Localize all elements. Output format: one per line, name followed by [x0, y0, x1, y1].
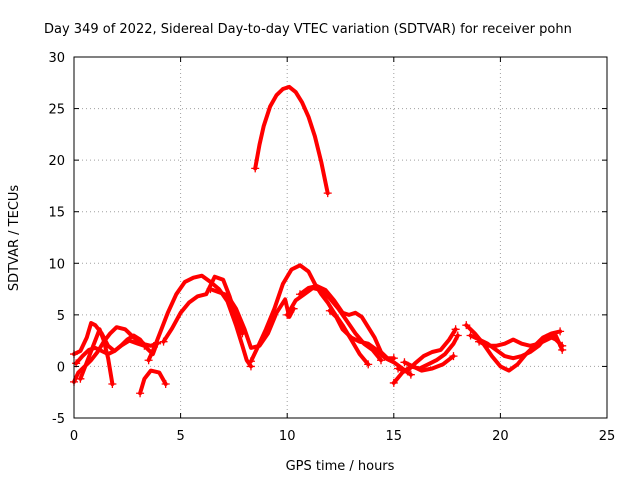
data-point-marker: [251, 164, 260, 173]
series-line: [253, 84, 330, 196]
series-line: [78, 327, 115, 386]
data-point-marker: [475, 337, 484, 346]
y-tick-label: 5: [57, 309, 65, 324]
y-tick-label: 10: [48, 257, 65, 272]
data-point-marker: [295, 290, 304, 299]
series-arc-7: [159, 274, 247, 346]
data-point-marker: [449, 352, 458, 361]
y-tick-label: 15: [48, 206, 65, 221]
series-line: [208, 287, 296, 350]
data-point-marker: [453, 331, 462, 340]
y-tick-label: 20: [48, 154, 65, 169]
series-arc-6: [144, 273, 255, 371]
series-arc-9: [246, 263, 373, 369]
data-point-marker: [451, 325, 460, 334]
series-line: [146, 273, 253, 369]
x-axis-label: GPS time / hours: [286, 459, 395, 474]
series-arc-18: [475, 333, 567, 354]
series-arc-19: [251, 84, 332, 198]
data-point-marker: [364, 360, 373, 369]
series-arc-16: [462, 321, 565, 373]
x-tick-label: 15: [386, 429, 403, 444]
series-line: [464, 323, 563, 373]
x-tick-label: 0: [70, 429, 78, 444]
data-point-marker: [246, 357, 255, 366]
data-point-marker: [394, 364, 403, 373]
data-point-marker: [161, 379, 170, 388]
data-series: [70, 84, 567, 398]
data-point-marker: [136, 389, 145, 398]
series-line: [477, 333, 565, 352]
data-point-marker: [400, 358, 409, 367]
series-arc-5: [136, 368, 170, 398]
data-point-marker: [556, 327, 565, 336]
chart-title: Day 349 of 2022, Sidereal Day-to-day VTE…: [44, 22, 572, 37]
data-point-marker: [323, 189, 332, 198]
x-tick-label: 10: [279, 429, 296, 444]
data-point-marker: [283, 310, 292, 319]
y-tick-label: 25: [48, 103, 65, 118]
series-arc-14: [394, 325, 460, 374]
data-point-marker: [377, 356, 386, 365]
axis-ticks: 0 5 10 15 20 25 -5 0 5 10 15 20 25 30: [48, 51, 615, 444]
data-point-marker: [206, 285, 215, 294]
data-point-marker: [108, 379, 117, 388]
series-line: [138, 368, 168, 396]
data-point-marker: [325, 306, 334, 315]
series-line: [298, 284, 396, 361]
y-tick-label: 0: [57, 360, 65, 375]
data-point-marker: [462, 321, 471, 330]
y-tick-label: -5: [52, 412, 65, 427]
data-point-marker: [406, 370, 415, 379]
y-tick-label: 30: [48, 51, 65, 66]
x-tick-label: 20: [492, 429, 509, 444]
data-point-marker: [558, 345, 567, 354]
x-tick-label: 5: [176, 429, 184, 444]
series-line: [327, 308, 413, 377]
y-axis-label: SDTVAR / TECUs: [7, 185, 22, 292]
data-point-marker: [76, 374, 85, 383]
data-point-marker: [144, 356, 153, 365]
data-point-marker: [389, 378, 398, 387]
data-point-marker: [159, 337, 168, 346]
series-arc-11: [295, 284, 398, 363]
x-tick-label: 25: [599, 429, 616, 444]
data-point-marker: [466, 331, 475, 340]
grid-lines: [74, 57, 607, 418]
series-arc-12: [325, 306, 415, 379]
series-arc-15: [400, 352, 458, 373]
plot-frame: [73, 56, 608, 419]
series-line: [402, 354, 456, 373]
series-arc-8: [206, 285, 298, 350]
series-arc-4: [76, 327, 117, 388]
series-line: [396, 327, 458, 374]
